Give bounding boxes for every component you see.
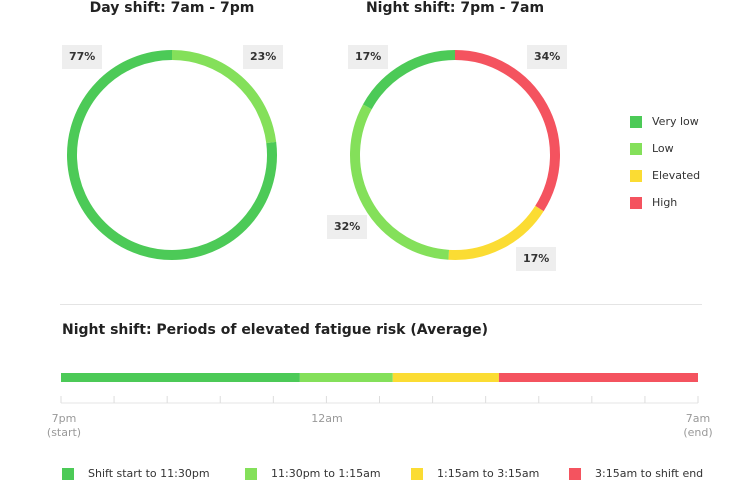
day-shift-title: Day shift: 7am - 7pm bbox=[89, 0, 255, 16]
tick-label-end: 7am (end) bbox=[683, 412, 712, 440]
night-very-low-percent-label: 17% bbox=[348, 45, 389, 69]
timeline-title: Night shift: Periods of elevated fatigue… bbox=[62, 322, 488, 338]
timeline-legend-item-3: 1:15am to 3:15am bbox=[411, 467, 539, 480]
night-slice-very-low bbox=[362, 50, 456, 110]
low-swatch bbox=[630, 142, 642, 155]
timeline-legend-item-2: 11:30pm to 1:15am bbox=[245, 467, 381, 480]
day-slice-very-low bbox=[67, 50, 277, 260]
night-slice-elevated bbox=[448, 205, 544, 260]
fatigue-timeline-chart bbox=[60, 373, 699, 404]
high-swatch bbox=[630, 196, 642, 209]
night-shift-title: Night shift: 7pm - 7am bbox=[365, 0, 545, 16]
timeline-legend-label: 1:15am to 3:15am bbox=[437, 467, 540, 480]
timeline-legend: Shift start to 11:30pm 11:30pm to 1:15am… bbox=[0, 467, 750, 483]
legend-label: Low bbox=[652, 142, 674, 155]
day-slice-low bbox=[171, 50, 277, 144]
night-slice-low bbox=[350, 104, 450, 260]
tick-label-end-note: (end) bbox=[683, 426, 713, 439]
very-low-swatch bbox=[630, 115, 642, 128]
legend-label: Elevated bbox=[652, 169, 701, 182]
timeline-legend-item-1: Shift start to 11:30pm bbox=[62, 467, 210, 480]
day-shift-donut-chart bbox=[67, 50, 277, 260]
section-divider bbox=[60, 304, 702, 305]
tick-label-midnight: 12am bbox=[311, 412, 342, 426]
elevated-swatch bbox=[630, 169, 642, 182]
tick-label-start: 7pm (start) bbox=[47, 412, 81, 440]
legend-label: Very low bbox=[652, 115, 699, 128]
legend-item-high: High bbox=[630, 189, 700, 216]
timeline-segment-2 bbox=[299, 373, 393, 382]
night-elevated-percent-label: 17% bbox=[516, 247, 557, 271]
legend-label: High bbox=[652, 196, 678, 209]
timeline-segment-1 bbox=[61, 373, 300, 382]
tick-label-end-time: 7am bbox=[685, 412, 711, 425]
day-low-percent-label: 23% bbox=[243, 45, 284, 69]
timeline-segment-3 bbox=[392, 373, 499, 382]
segment-4-swatch bbox=[569, 467, 581, 480]
legend-item-low: Low bbox=[630, 135, 700, 162]
timeline-legend-label: Shift start to 11:30pm bbox=[88, 467, 210, 480]
legend-item-elevated: Elevated bbox=[630, 162, 700, 189]
timeline-segment-4 bbox=[498, 373, 698, 382]
night-shift-donut-chart bbox=[350, 50, 560, 260]
legend-item-very-low: Very low bbox=[630, 108, 700, 135]
timeline-legend-label: 3:15am to shift end bbox=[595, 467, 704, 480]
tick-label-midnight-time: 12am bbox=[311, 412, 343, 425]
segment-1-swatch bbox=[62, 467, 74, 480]
risk-level-legend: Very low Low Elevated High bbox=[630, 108, 700, 216]
night-high-percent-label: 34% bbox=[527, 45, 568, 69]
tick-label-start-note: (start) bbox=[46, 426, 82, 439]
night-low-percent-label: 32% bbox=[327, 215, 368, 239]
night-slice-high bbox=[454, 50, 560, 212]
segment-3-swatch bbox=[411, 467, 423, 480]
tick-label-start-time: 7pm bbox=[51, 412, 77, 425]
timeline-legend-item-4: 3:15am to shift end bbox=[569, 467, 703, 480]
segment-2-swatch bbox=[245, 467, 257, 480]
day-very-low-percent-label: 77% bbox=[62, 45, 103, 69]
timeline-legend-label: 11:30pm to 1:15am bbox=[271, 467, 381, 480]
